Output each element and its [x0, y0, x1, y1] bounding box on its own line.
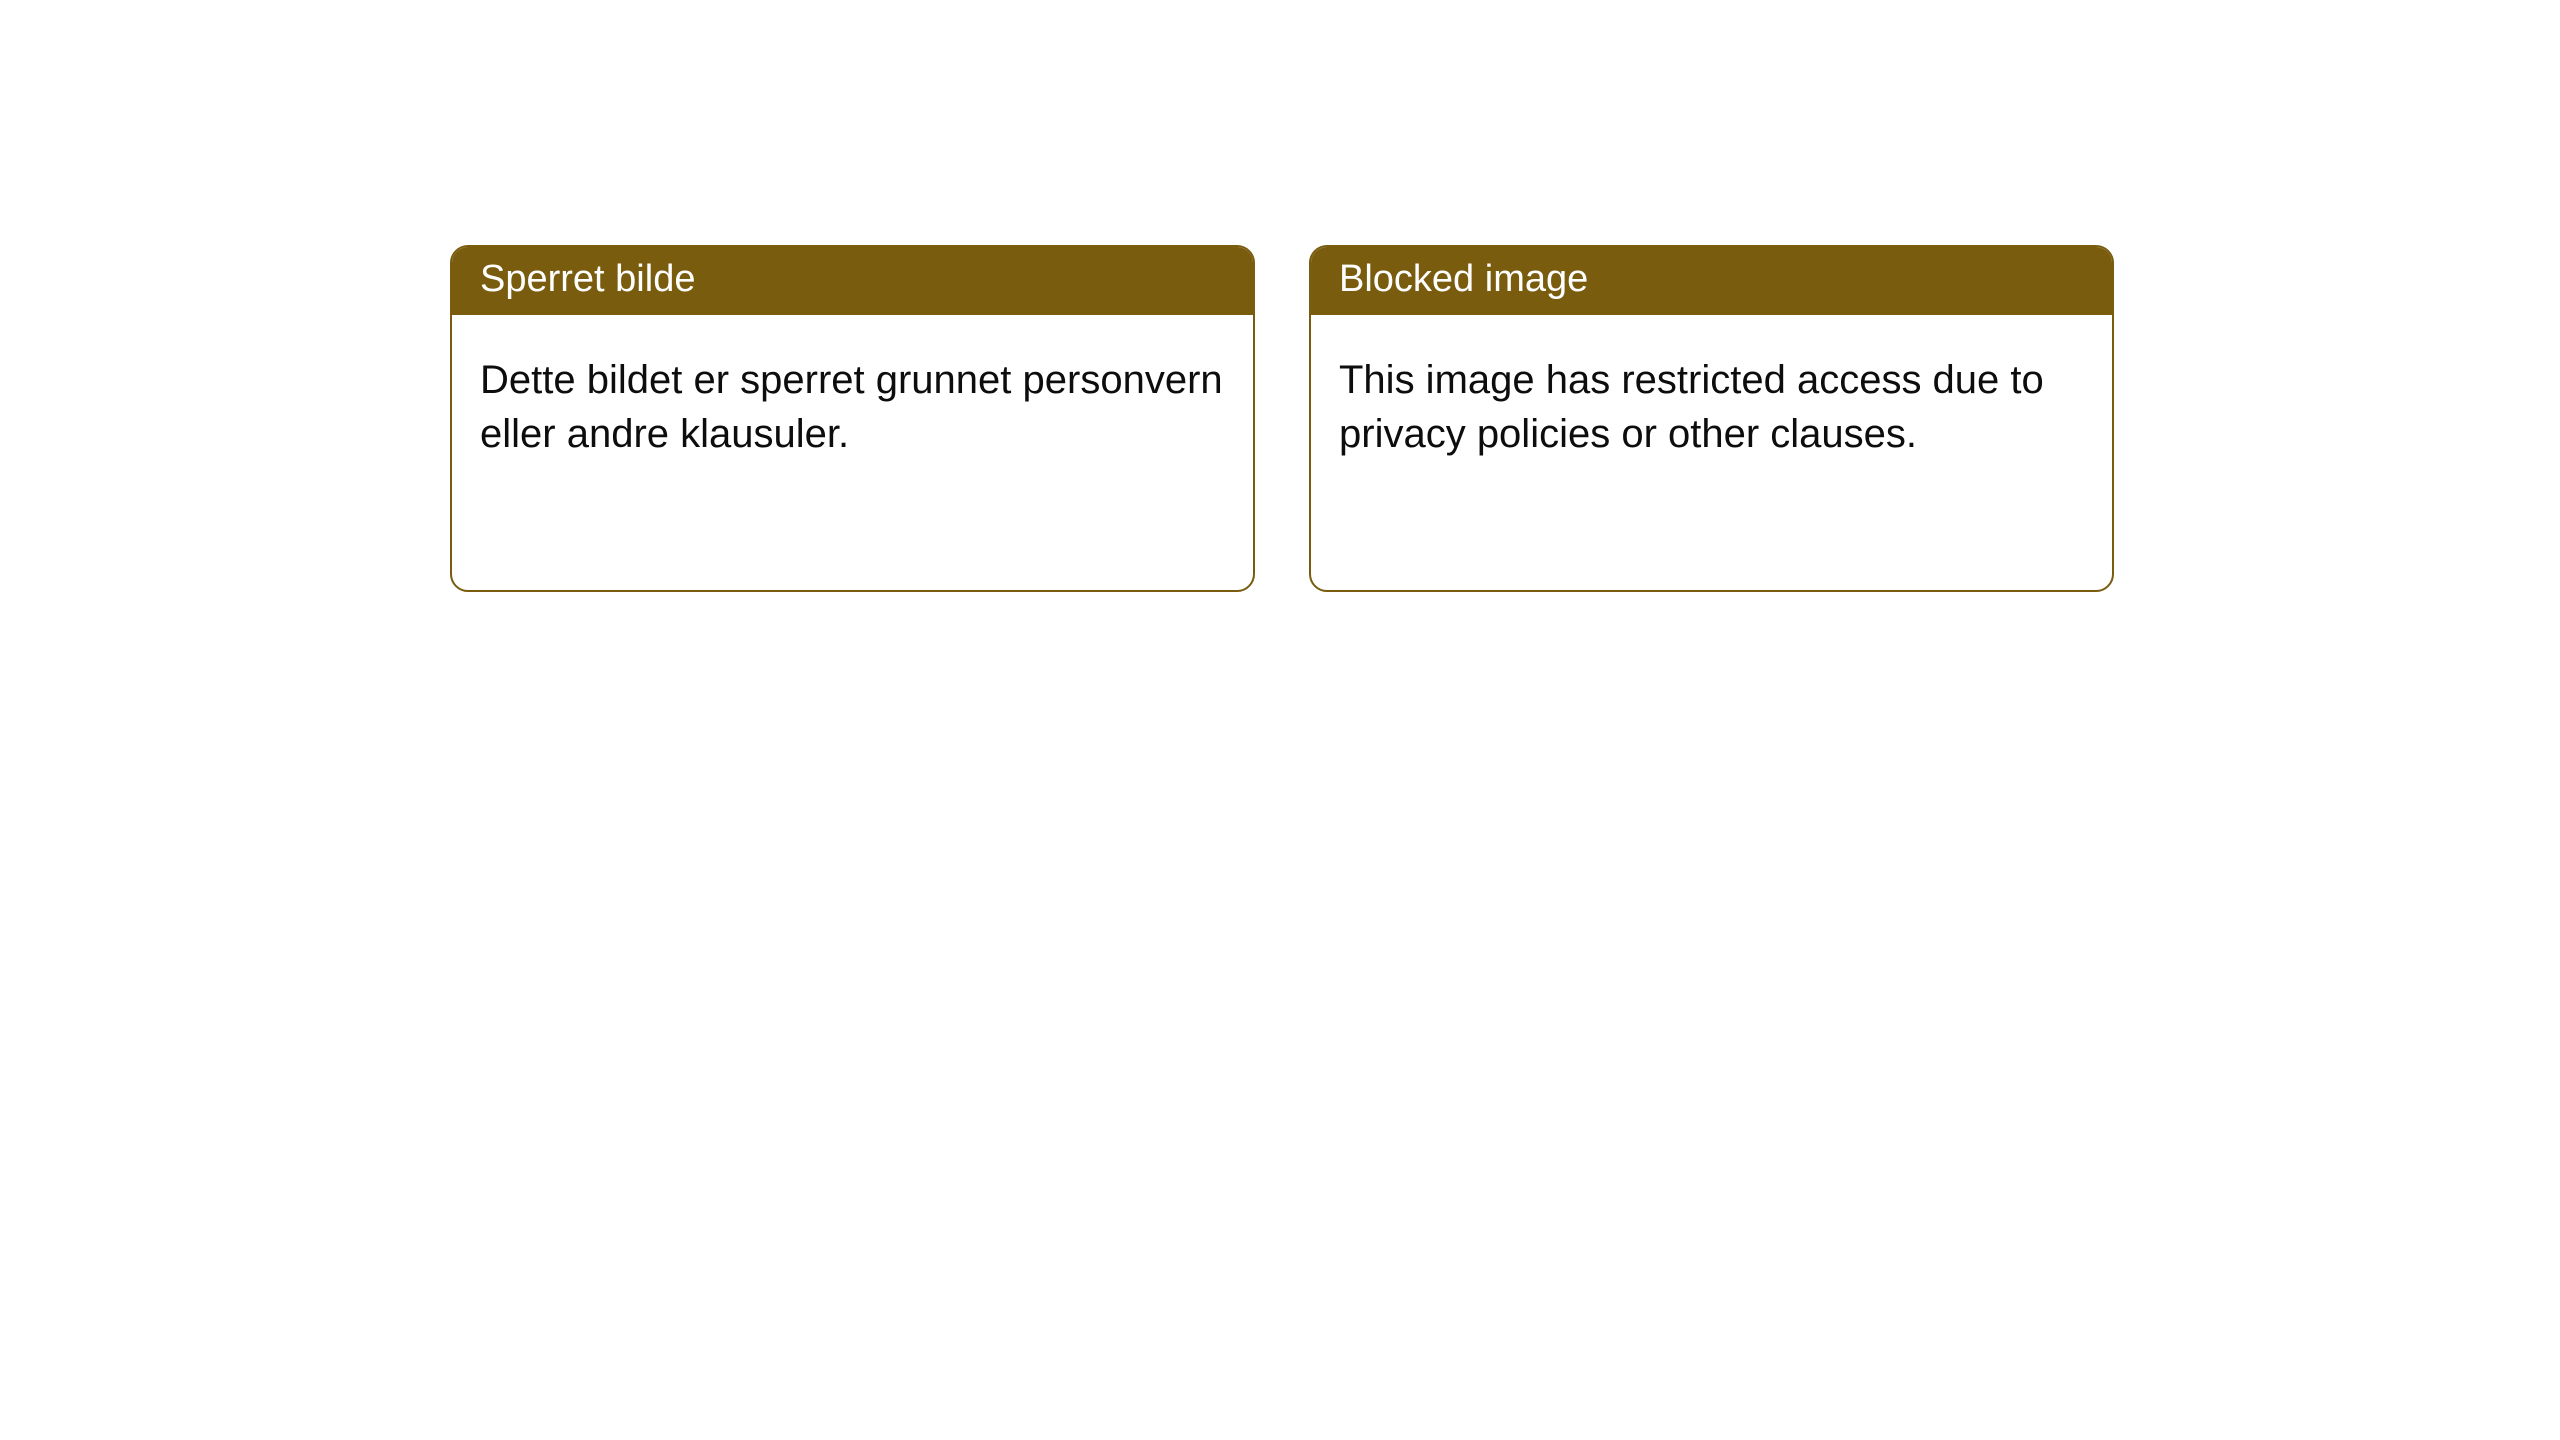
notice-title-norwegian: Sperret bilde [452, 247, 1253, 315]
notice-box-norwegian: Sperret bilde Dette bildet er sperret gr… [450, 245, 1255, 592]
notice-title-english: Blocked image [1311, 247, 2112, 315]
notice-body-norwegian: Dette bildet er sperret grunnet personve… [452, 315, 1253, 590]
notice-box-english: Blocked image This image has restricted … [1309, 245, 2114, 592]
notice-body-english: This image has restricted access due to … [1311, 315, 2112, 590]
notice-container: Sperret bilde Dette bildet er sperret gr… [0, 0, 2560, 592]
